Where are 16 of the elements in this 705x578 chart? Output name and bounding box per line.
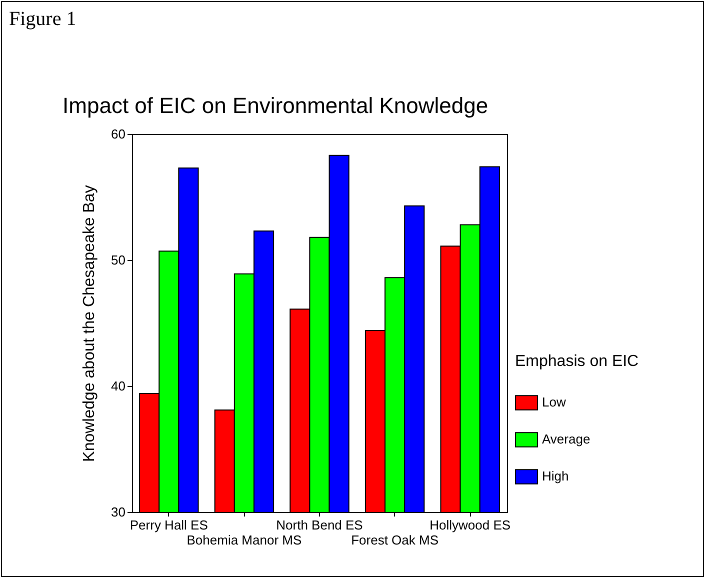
y-tick-label: 50 xyxy=(111,252,126,268)
chart-title: Impact of EIC on Environmental Knowledge xyxy=(62,93,488,118)
x-tick-label: North Bend ES xyxy=(276,518,364,532)
y-tick-label: 60 xyxy=(111,126,126,142)
legend-title: Emphasis on EIC xyxy=(515,353,639,370)
y-tick-label: 30 xyxy=(111,504,126,520)
y-tick-label: 40 xyxy=(111,378,126,394)
x-tick-label: Forest Oak MS xyxy=(351,532,439,548)
x-tick-label: Hollywood ES xyxy=(430,518,511,532)
y-axis-title: Knowledge about the Chesapeake Bay xyxy=(81,185,98,462)
legend-label: Average xyxy=(542,432,590,447)
legend-label: High xyxy=(542,468,569,484)
legend-label: Low xyxy=(542,394,566,410)
x-tick-label: Bohemia Manor MS xyxy=(186,532,302,548)
x-tick-label: Perry Hall ES xyxy=(130,518,208,532)
caption: Figure 1 xyxy=(9,8,76,31)
